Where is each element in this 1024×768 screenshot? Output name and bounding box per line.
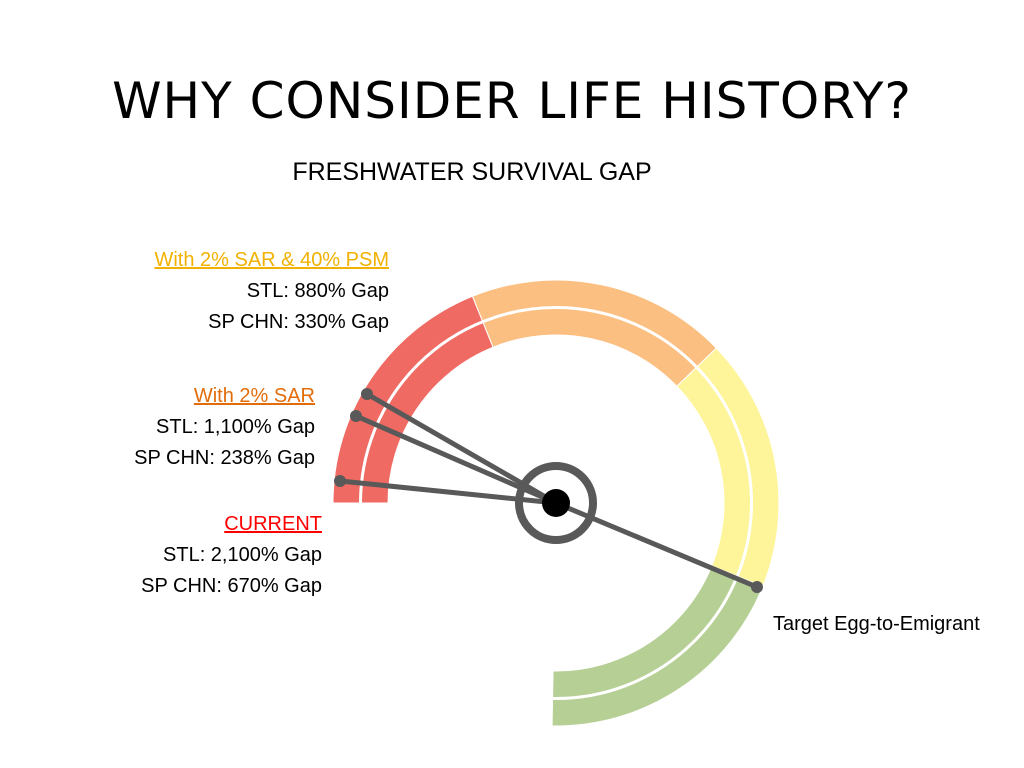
needle-sar-tip <box>350 410 362 422</box>
gauge-band-green <box>551 565 764 727</box>
scenario-current: CURRENT STL: 2,100% Gap SP CHN: 670% Gap <box>141 509 322 602</box>
scenario-psm: With 2% SAR & 40% PSM STL: 880% Gap SP C… <box>154 245 389 338</box>
scenario-sar-heading: With 2% SAR <box>193 385 315 407</box>
needle-psm-tip <box>361 388 373 400</box>
needle-current-tip <box>334 475 346 487</box>
gauge-band-yellow <box>676 347 780 588</box>
target-label: Target Egg-to-Emigrant <box>773 613 980 635</box>
gauge-band-orange <box>471 279 718 388</box>
scenario-current-heading: CURRENT <box>224 513 322 535</box>
scenario-sar: With 2% SAR STL: 1,100% Gap SP CHN: 238%… <box>134 381 315 474</box>
page-title: WHY CONSIDER LIFE HISTORY? <box>112 72 912 130</box>
scenario-psm-heading: With 2% SAR & 40% PSM <box>154 249 389 271</box>
gauge-subtitle: FRESHWATER SURVIVAL GAP <box>292 158 652 186</box>
scenario-current-spchn: SP CHN: 670% Gap <box>141 575 322 597</box>
scenario-current-stl: STL: 2,100% Gap <box>163 544 322 566</box>
scenario-sar-spchn: SP CHN: 238% Gap <box>134 447 315 469</box>
scenario-sar-stl: STL: 1,100% Gap <box>156 416 315 438</box>
gauge-center-line <box>359 306 753 700</box>
needle-target-tip <box>751 581 763 593</box>
scenario-psm-spchn: SP CHN: 330% Gap <box>208 311 389 333</box>
gauge-hub <box>542 489 570 517</box>
gauge-hub-ring <box>515 462 597 544</box>
scenario-psm-stl: STL: 880% Gap <box>246 280 389 302</box>
